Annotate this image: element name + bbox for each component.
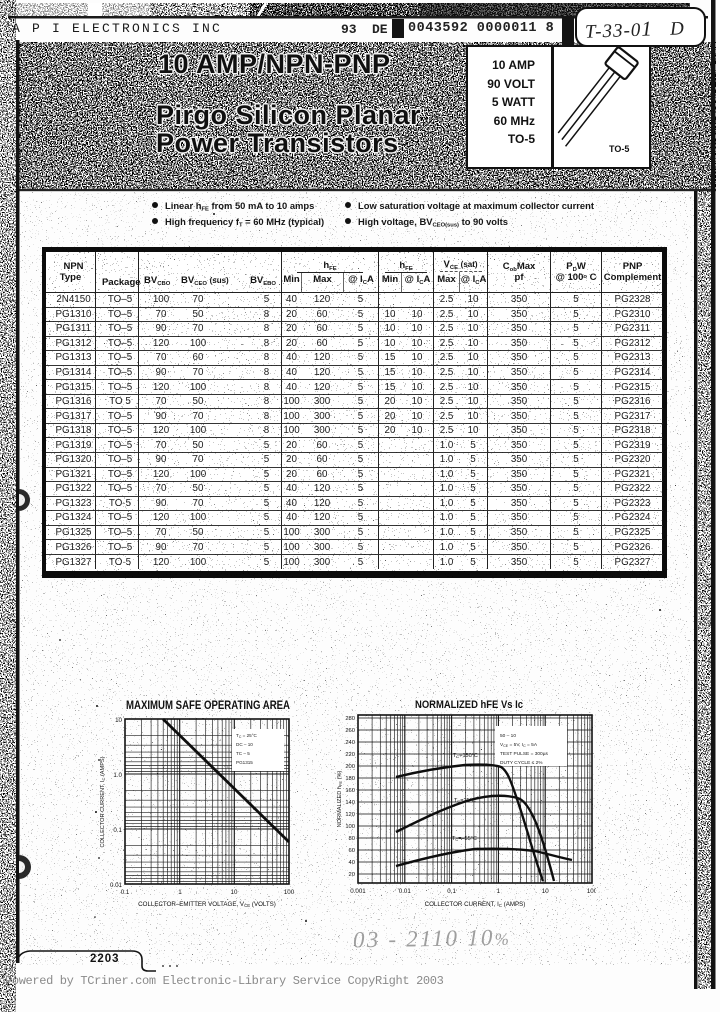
svg-text:260: 260 xyxy=(345,728,355,734)
svg-text:220: 220 xyxy=(345,752,355,758)
svg-text:240: 240 xyxy=(345,740,355,746)
svg-text:40: 40 xyxy=(349,860,355,866)
svg-text:TC – 5: TC – 5 xyxy=(236,751,250,756)
svg-text:DUTY CYCLE ≤ 2%: DUTY CYCLE ≤ 2% xyxy=(500,760,543,766)
svg-text:20: 20 xyxy=(349,872,355,878)
svg-text:COLLECTOR CURRENT, IC (AMPS): COLLECTOR CURRENT, IC (AMPS) xyxy=(100,756,106,847)
svg-text:140: 140 xyxy=(345,800,355,806)
svg-text:0.1: 0.1 xyxy=(113,827,122,834)
svg-text:120: 120 xyxy=(345,812,355,818)
svg-text:VCE = 5V, IC = 5A: VCE = 5V, IC = 5A xyxy=(500,742,538,748)
svg-text:10: 10 xyxy=(231,889,238,896)
svg-text:TEST PULSE = 300µs: TEST PULSE = 300µs xyxy=(500,751,548,757)
svg-text:10: 10 xyxy=(115,717,122,724)
svg-text:280: 280 xyxy=(345,716,355,722)
svg-text:1: 1 xyxy=(497,888,501,895)
svg-text:0.01: 0.01 xyxy=(110,882,123,889)
svg-text:0.1: 0.1 xyxy=(447,888,456,895)
svg-text:0.01: 0.01 xyxy=(399,888,412,895)
svg-text:100: 100 xyxy=(284,889,295,896)
svg-text:1.0: 1.0 xyxy=(113,772,122,779)
svg-text:80: 80 xyxy=(349,836,355,842)
svg-text:TC=25°C: TC=25°C xyxy=(454,798,476,804)
svg-text:60: 60 xyxy=(349,848,355,854)
svg-text:MAXIMUM SAFE OPERATING AREA: MAXIMUM SAFE OPERATING AREA xyxy=(126,700,290,712)
svg-text:200: 200 xyxy=(345,764,355,770)
svg-text:COLLECTOR–EMITTER VOLTAGE, VCE: COLLECTOR–EMITTER VOLTAGE, VCE (VOLTS) xyxy=(138,901,276,908)
svg-text:100: 100 xyxy=(345,824,355,830)
svg-text:TC=150°C: TC=150°C xyxy=(453,753,478,759)
svg-text:DC – 10: DC – 10 xyxy=(236,742,253,747)
svg-text:TC=–55°C: TC=–55°C xyxy=(452,836,477,842)
svg-text:PG1315: PG1315 xyxy=(236,760,253,765)
svg-text:100: 100 xyxy=(587,888,596,895)
svg-text:TC = 25°C: TC = 25°C xyxy=(236,733,258,739)
svg-text:180: 180 xyxy=(345,776,355,782)
svg-text:50 – 10: 50 – 10 xyxy=(500,733,516,739)
svg-text:0.1: 0.1 xyxy=(121,889,130,896)
svg-text:10: 10 xyxy=(542,888,549,895)
svg-text:0.001: 0.001 xyxy=(350,888,366,895)
svg-text:NORMALIZED hFE Vs Ic: NORMALIZED hFE Vs Ic xyxy=(415,699,523,711)
svg-text:160: 160 xyxy=(345,788,355,794)
svg-text:NORMALIZED hFE (%): NORMALIZED hFE (%) xyxy=(337,771,343,828)
svg-text:COLLECTOR CURRENT, IC (AMPS): COLLECTOR CURRENT, IC (AMPS) xyxy=(425,901,526,908)
svg-text:1: 1 xyxy=(178,889,182,896)
